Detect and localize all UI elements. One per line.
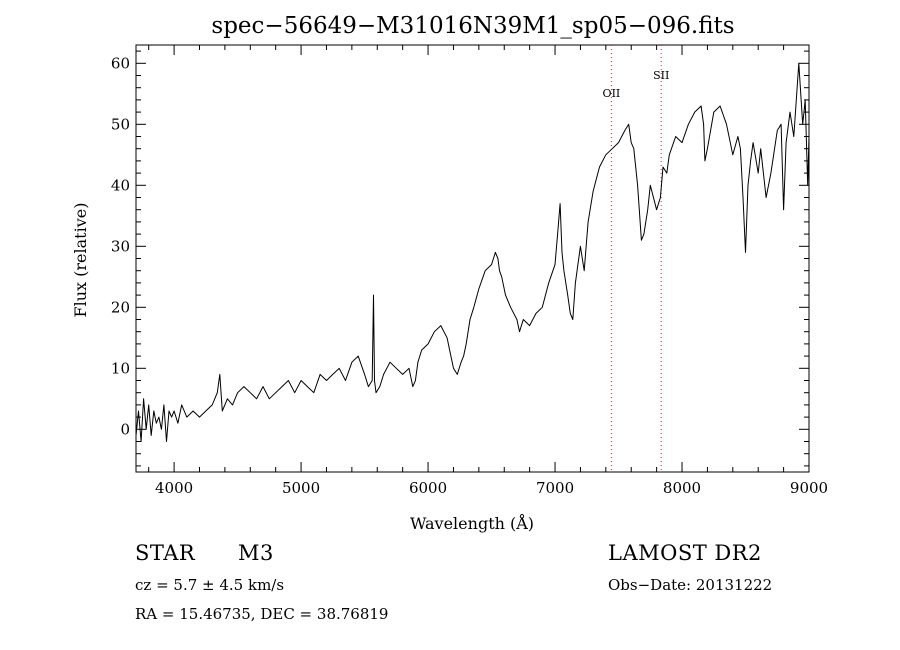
line-marker-label-oii: OII (603, 87, 621, 100)
x-tick-label: 6000 (409, 479, 447, 497)
coordinates-text: RA = 15.46735, DEC = 38.76819 (135, 605, 389, 623)
x-tick-label: 7000 (536, 479, 574, 497)
object-class-label: STAR (135, 541, 196, 565)
object-subclass-label: M3 (238, 541, 274, 565)
y-tick-label: 60 (111, 54, 130, 72)
plot-frame (135, 44, 810, 473)
y-tick-label: 10 (111, 359, 130, 377)
spectrum-line (135, 62, 810, 442)
plot-area: 4000 5000 6000 7000 8000 9000 0 10 20 30 40 50 60 OII… (111, 44, 828, 497)
x-tick-label: 5000 (282, 479, 320, 497)
redshift-text: cz = 5.7 ± 4.5 km/s (135, 576, 285, 594)
chart-title: spec−56649−M31016N39M1_sp05−096.fits (211, 13, 734, 39)
y-tick-label: 40 (111, 176, 130, 194)
y-tick-label: 0 (120, 420, 130, 438)
x-axis-label: Wavelength (Å) (410, 513, 534, 533)
line-marker-label-sii: SII (653, 69, 669, 82)
survey-label: LAMOST DR2 (608, 541, 762, 565)
y-tick-label: 30 (111, 237, 130, 255)
x-tick-label: 8000 (663, 479, 701, 497)
y-axis-label: Flux (relative) (71, 203, 90, 318)
obs-date-text: Obs−Date: 20131222 (608, 576, 773, 594)
y-tick-label: 50 (111, 115, 130, 133)
y-tick-label: 20 (111, 298, 130, 316)
x-tick-label: 4000 (155, 479, 193, 497)
x-tick-label: 9000 (790, 479, 828, 497)
